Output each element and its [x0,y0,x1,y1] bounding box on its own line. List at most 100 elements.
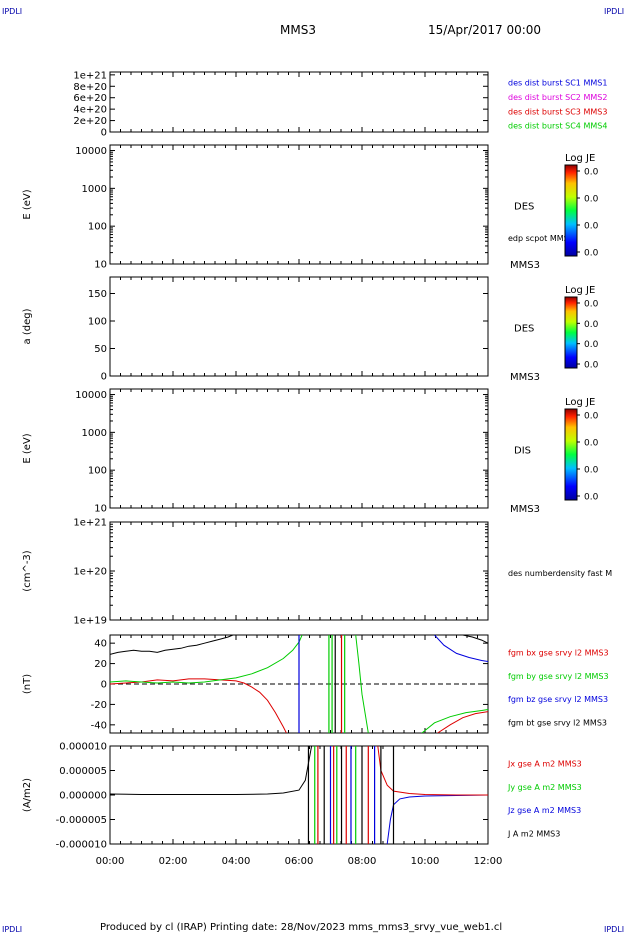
extra-label: edp scpot MMS3 [508,234,574,243]
legend-entry: des dist burst SC1 MMS1 [508,79,607,88]
y-tick-label: 0 [101,128,107,139]
colorbar-tick-label: 0.0 [584,340,599,350]
y-axis-label: (nT) [22,674,33,694]
y-axis-label: (A/m2) [22,778,33,812]
y-axis-label: E (eV) [22,433,33,463]
y-tick-label: 8e+20 [73,82,107,93]
colorbar-tick-label: 0.0 [584,466,599,476]
corner-label-bottom-left: IPDLI [2,925,22,934]
series-line-2 [377,746,488,796]
legend-entry: Jx gse A m2 MMS3 [507,760,582,769]
corner-label-top-right: IPDLI [604,7,624,16]
colorbar [564,296,578,369]
colorbar-tick-label: 0.0 [584,493,599,503]
series-line-3 [355,635,369,733]
plot-area [110,746,488,844]
x-tick-label: 08:00 [348,856,377,867]
panel-frame [109,71,489,133]
colorbar-tick-label: 0.0 [584,439,599,449]
series-line-0 [110,635,234,655]
legend-entry: fgm bz gse srvy l2 MMS3 [508,695,608,704]
panel-4: 10000 1000 100 10 E (eV) DIS MMS3 Log JE 0.0 0.0 0… [22,388,599,515]
series-line-1 [386,794,488,844]
y-tick-label: 20 [94,659,107,670]
y-tick-label: -0.000005 [56,815,107,826]
y-tick-label: 0.000005 [59,766,107,777]
side-label: des numberdensity fast M [508,569,612,578]
legend-entry: fgm bx gse srvy l2 MMS3 [508,649,609,658]
legend-entry: des dist burst SC2 MMS2 [508,93,607,102]
panel-5: 1e+21 1e+20 1e+19 (cm^-3) des numberdensity … [22,518,612,627]
y-tick-label: 0 [101,680,107,691]
colorbar-tick-label: 0.0 [584,222,599,232]
y-tick-label: -20 [91,700,107,711]
series-line-0 [110,746,313,795]
panel-2: 10000 1000 100 10 E (eV) DES edp scpot MMS3 MMS… [22,144,599,271]
side-label: DIS [514,446,531,457]
colorbar-tick-label: 0.0 [584,300,599,310]
y-tick-label: 100 [88,466,107,477]
legend-entry: des dist burst SC4 MMS4 [508,122,607,131]
panel-6: 40 20 0 -20 -40 (nT) fgm bx gse srvy l2 MMS3 fg… [22,634,609,734]
y-tick-label: 10000 [75,390,107,401]
y-tick-label: 1e+21 [73,70,107,81]
y-tick-label: 10 [94,260,107,271]
legend-entry: J A m2 MMS3 [507,830,560,839]
legend-entry: des dist burst SC3 MMS3 [508,107,607,116]
x-tick-label: 02:00 [159,856,188,867]
colorbar-tick-label: 0.0 [584,168,599,178]
x-tick-label: 10:00 [411,856,440,867]
bottom-label: MMS3 [510,504,540,515]
footer-text: Produced by cl (IRAP) Printing date: 28/… [100,922,502,933]
date-title: 15/Apr/2017 00:00 [428,23,541,37]
y-tick-label: 10000 [75,146,107,157]
y-tick-label: 6e+20 [73,93,107,104]
y-tick-label: -40 [91,720,107,731]
panel-frame [109,144,489,265]
y-tick-label: 10 [94,504,107,515]
y-tick-label: 40 [94,639,107,650]
colorbar-title: Log JE [565,153,595,164]
series-line-6 [421,709,488,733]
y-tick-label: 50 [94,344,107,355]
bottom-label: MMS3 [510,260,540,271]
y-axis-label: E (eV) [22,189,33,219]
corner-label-top-left: IPDLI [2,7,22,16]
series-line-7 [437,711,488,733]
y-tick-label: 1e+21 [73,518,107,529]
y-tick-label: 150 [88,289,107,300]
colorbar-tick-label: 0.0 [584,249,599,259]
series-line-4 [462,635,488,644]
x-tick-label: 04:00 [222,856,251,867]
y-tick-label: 100 [88,317,107,328]
legend-entry: fgm by gse srvy l2 MMS3 [508,672,609,681]
series-line-5 [434,635,488,662]
y-tick-label: 1e+19 [73,616,107,627]
panel-frame [109,276,489,377]
spacecraft-title: MMS3 [280,23,316,37]
colorbar-tick-label: 0.0 [584,412,599,422]
legend-entry: Jz gse A m2 MMS3 [507,806,581,815]
y-tick-label: 1000 [82,184,107,195]
y-tick-label: 4e+20 [73,105,107,116]
y-axis-label: (cm^-3) [22,550,33,591]
x-tick-label: 12:00 [474,856,503,867]
y-tick-label: 2e+20 [73,116,107,127]
corner-label-bottom-right: IPDLI [604,925,624,934]
legend-entry: Jy gse A m2 MMS3 [507,783,582,792]
bottom-label: MMS3 [510,372,540,383]
legend-entry: fgm bt gse srvy l2 MMS3 [508,719,607,728]
series-line-1 [110,678,287,733]
y-axis-label: a (deg) [22,308,33,344]
y-tick-label: -0.000010 [56,840,107,851]
x-tick-label: 00:00 [96,856,125,867]
colorbar [564,408,578,501]
colorbar-title: Log JE [565,397,595,408]
y-tick-label: 0.000010 [59,742,107,753]
panel-7: 0.000010 0.000005 0.000000 -0.000005 -0.0000… [22,742,582,851]
panel-frame [109,521,489,621]
colorbar-tick-label: 0.0 [584,195,599,205]
